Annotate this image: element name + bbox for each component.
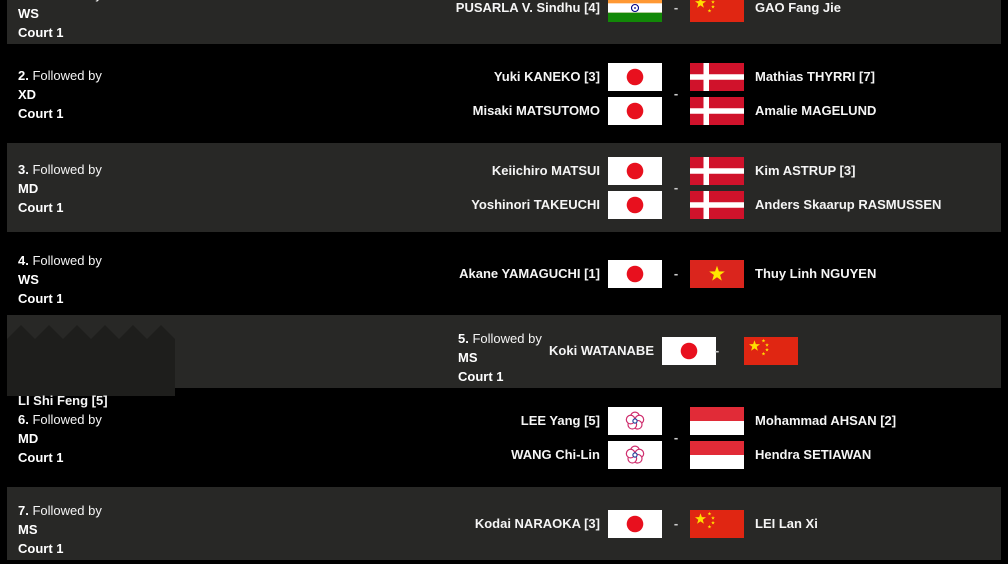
event-code: MD: [18, 181, 39, 196]
flag-japan-icon: [662, 336, 716, 365]
match-status: Followed by: [32, 68, 102, 83]
match-status: Followed by: [32, 253, 102, 268]
match-info: 5. Followed by MS Court 1: [447, 315, 608, 386]
player-name: LEI Lan Xi: [755, 516, 818, 531]
match-row-1: 1. Followed by WS Court 1 PUSARLA V. Sin…: [7, 0, 1001, 44]
player-name: Amalie MAGELUND: [755, 103, 877, 118]
match-row-5: 5. Followed by MS Court 1 Koki WATANABE …: [7, 315, 1001, 408]
match-row-2: 2. Followed by XD Court 1 Yuki KANEKO [3…: [7, 49, 1001, 138]
flag-japan-icon: [608, 156, 662, 185]
court-label: Court 1: [458, 369, 504, 384]
vs-separator: -: [673, 180, 679, 195]
vs-separator: -: [673, 516, 679, 531]
vs-separator: -: [673, 266, 679, 281]
player-name: Mathias THYRRI [7]: [755, 69, 875, 84]
match-status: Followed by: [32, 503, 102, 518]
court-label: Court 1: [18, 106, 64, 121]
match-info: 6. Followed by MD Court 1: [7, 393, 447, 482]
match-number: 2.: [18, 68, 29, 83]
player-name: Thuy Linh NGUYEN: [755, 266, 877, 281]
flag-india-icon: [608, 0, 662, 22]
player-name: Mohammad AHSAN [2]: [755, 413, 897, 428]
flag-japan-icon: [608, 259, 662, 288]
event-code: MD: [18, 431, 39, 446]
court-label: Court 1: [18, 450, 64, 465]
player-name: GAO Fang Jie: [755, 0, 841, 15]
court-label: Court 1: [18, 291, 64, 306]
flag-china-icon: [690, 0, 744, 22]
match-number: 5.: [458, 331, 469, 346]
flag-china-icon: [690, 509, 744, 538]
vs-separator: -: [673, 86, 679, 101]
player-name: Hendra SETIAWAN: [755, 447, 872, 462]
match-row-3: 3. Followed by MD Court 1 Keiichiro MATS…: [7, 143, 1001, 232]
match-number: 3.: [18, 162, 29, 177]
flag-chinese-taipei-icon: [608, 406, 662, 435]
event-code: MS: [18, 522, 38, 537]
flag-denmark-icon: [690, 62, 744, 91]
vs-separator: -: [714, 343, 720, 358]
player-name: Koki WATANABE: [549, 343, 654, 358]
flag-denmark-icon: [690, 96, 744, 125]
match-status: Followed by: [32, 0, 101, 2]
event-code: MS: [458, 350, 478, 365]
match-info: 4. Followed by WS Court 1: [7, 237, 447, 310]
match-status: Followed by: [32, 162, 102, 177]
player-name: PUSARLA V. Sindhu [4]: [455, 0, 600, 15]
match-info: 3. Followed by MD Court 1: [7, 143, 447, 232]
event-code: XD: [18, 87, 37, 102]
flag-japan-icon: [608, 509, 662, 538]
match-number: 1.: [18, 0, 29, 2]
court-label: Court 1: [18, 200, 64, 215]
court-label: Court 1: [18, 541, 64, 556]
match-info: 1. Followed by WS Court 1: [7, 0, 447, 44]
flag-china-icon: [744, 336, 798, 365]
vs-separator: -: [673, 430, 679, 445]
match-number: 6.: [18, 412, 29, 427]
event-code: WS: [18, 272, 39, 287]
match-status: Followed by: [32, 412, 102, 427]
player-name: LI Shi Feng [5]: [18, 392, 108, 408]
player-name: Yoshinori TAKEUCHI: [471, 197, 600, 212]
player-name: Kim ASTRUP [3]: [755, 163, 856, 178]
match-row-4: 4. Followed by WS Court 1 Akane YAMAGUCH…: [7, 237, 1001, 310]
player-name: Akane YAMAGUCHI [1]: [459, 266, 600, 281]
flag-denmark-icon: [690, 156, 744, 185]
flag-japan-icon: [608, 62, 662, 91]
flag-indonesia-icon: [690, 440, 744, 469]
player-name: WANG Chi-Lin: [511, 447, 600, 462]
court-label: Court 1: [18, 25, 64, 40]
player-name: Yuki KANEKO [3]: [493, 69, 600, 84]
match-row-7: 7. Followed by MS Court 1 Kodai NARAOKA …: [7, 487, 1001, 560]
match-number: 7.: [18, 503, 29, 518]
player-name: Misaki MATSUTOMO: [472, 103, 600, 118]
player-name: Kodai NARAOKA [3]: [474, 516, 600, 531]
match-number: 4.: [18, 253, 29, 268]
flag-indonesia-icon: [690, 406, 744, 435]
vs-separator: -: [673, 0, 679, 15]
match-row-6: 6. Followed by MD Court 1 LEE Yang [5] W…: [7, 393, 1001, 482]
match-info: 7. Followed by MS Court 1: [7, 487, 447, 560]
player-name: LEE Yang [5]: [520, 413, 600, 428]
flag-denmark-icon: [690, 190, 744, 219]
player-name: Anders Skaarup RASMUSSEN: [755, 197, 942, 212]
flag-japan-icon: [608, 96, 662, 125]
player-name: Keiichiro MATSUI: [491, 163, 600, 178]
event-code: WS: [18, 6, 39, 21]
match-status: Followed by: [472, 331, 542, 346]
flag-japan-icon: [608, 190, 662, 219]
flag-vietnam-icon: [690, 259, 744, 288]
match-info: 2. Followed by XD Court 1: [7, 49, 447, 138]
flag-chinese-taipei-icon: [608, 440, 662, 469]
